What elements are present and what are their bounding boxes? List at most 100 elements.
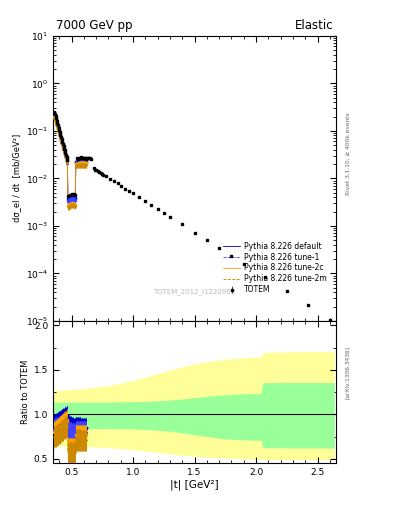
Pythia 8.226 default [69, 194, 73, 200]
Pythia 8.226 tune-2c [68, 201, 72, 207]
Pythia 8.226 tune-1 [81, 159, 86, 165]
Pythia 8.226 tune-2m [75, 162, 80, 168]
Pythia 8.226 default [64, 153, 68, 159]
Pythia 8.226 tune-1 [66, 197, 71, 203]
Pythia 8.226 tune-2c [67, 202, 72, 208]
Pythia 8.226 tune-1 [61, 143, 65, 149]
Pythia 8.226 tune-1 [77, 160, 82, 166]
Pythia 8.226 tune-1 [67, 197, 72, 203]
Pythia 8.226 tune-1 [64, 157, 69, 163]
Pythia 8.226 tune-1 [74, 160, 79, 166]
Pythia 8.226 default [66, 195, 71, 201]
Pythia 8.226 tune-1 [70, 196, 75, 202]
Pythia 8.226 tune-1 [78, 159, 83, 165]
Pythia 8.226 tune-1 [62, 150, 67, 156]
Pythia 8.226 tune-1 [77, 160, 81, 166]
Pythia 8.226 default [62, 148, 67, 155]
Pythia 8.226 tune-1 [84, 159, 89, 165]
Pythia 8.226 default [62, 146, 66, 152]
Pythia 8.226 tune-2c [80, 160, 85, 166]
Pythia 8.226 tune-1 [57, 129, 61, 135]
Pythia 8.226 default [80, 158, 85, 164]
Pythia 8.226 tune-2c [65, 158, 70, 164]
Pythia 8.226 default [78, 158, 83, 164]
Pythia 8.226 default [81, 158, 86, 164]
Pythia 8.226 default [68, 194, 73, 200]
Pythia 8.226 default [72, 195, 76, 201]
Pythia 8.226 tune-1 [73, 197, 77, 203]
Pythia 8.226 default [61, 141, 65, 147]
Pythia 8.226 default [56, 125, 61, 132]
Pythia 8.226 tune-2c [77, 161, 82, 167]
Pythia 8.226 tune-2c [62, 147, 66, 153]
Pythia 8.226 tune-2m [79, 162, 84, 168]
Pythia 8.226 tune-2c [72, 201, 76, 207]
Pythia 8.226 default [61, 144, 66, 150]
Pythia 8.226 tune-2c [61, 145, 66, 151]
Text: Rivet 3.1.10, ≥ 400k events: Rivet 3.1.10, ≥ 400k events [345, 112, 350, 195]
Pythia 8.226 tune-1 [79, 159, 84, 165]
Pythia 8.226 default [72, 195, 77, 201]
Pythia 8.226 tune-2c [59, 136, 63, 142]
Pythia 8.226 tune-2m [71, 202, 75, 208]
Pythia 8.226 tune-2c [68, 201, 73, 207]
Pythia 8.226 tune-2m [68, 203, 73, 209]
Pythia 8.226 tune-2c [71, 201, 75, 207]
Pythia 8.226 tune-2m [81, 162, 86, 168]
Pythia 8.226 default [59, 137, 64, 143]
Pythia 8.226 tune-2c [70, 201, 74, 207]
Pythia 8.226 tune-1 [64, 155, 68, 161]
Pythia 8.226 tune-2m [70, 202, 74, 208]
Pythia 8.226 tune-2m [77, 162, 82, 168]
Pythia 8.226 tune-2c [55, 125, 60, 131]
Pythia 8.226 tune-1 [66, 198, 70, 204]
Pythia 8.226 default [81, 158, 85, 164]
Pythia 8.226 default [54, 118, 59, 124]
Pythia 8.226 tune-2c [57, 129, 61, 135]
Pythia 8.226 default [68, 195, 72, 201]
Pythia 8.226 default [77, 159, 81, 165]
Pythia 8.226 tune-2m [66, 204, 71, 210]
Pythia 8.226 default [75, 159, 79, 165]
Pythia 8.226 tune-2c [52, 114, 57, 120]
Pythia 8.226 default [83, 158, 87, 164]
Pythia 8.226 default [79, 158, 84, 164]
Pythia 8.226 tune-2c [74, 161, 79, 167]
Pythia 8.226 tune-1 [60, 141, 64, 147]
Pythia 8.226 default [59, 135, 63, 141]
Pythia 8.226 tune-1 [73, 160, 78, 166]
Pythia 8.226 tune-1 [76, 160, 81, 166]
Pythia 8.226 default [57, 127, 61, 134]
Text: Elastic: Elastic [295, 18, 333, 32]
Pythia 8.226 tune-2c [84, 160, 89, 166]
Pythia 8.226 default [73, 196, 77, 202]
Pythia 8.226 tune-2c [53, 116, 57, 122]
Pythia 8.226 default [67, 195, 72, 201]
Pythia 8.226 tune-2m [68, 203, 72, 209]
Pythia 8.226 tune-2m [81, 162, 85, 168]
Pythia 8.226 tune-2m [59, 140, 64, 146]
Pythia 8.226 default [74, 159, 79, 165]
Pythia 8.226 tune-2c [82, 160, 87, 166]
Pythia 8.226 tune-1 [56, 126, 61, 133]
Pythia 8.226 tune-2c [79, 160, 84, 166]
Pythia 8.226 tune-2c [66, 202, 71, 208]
Pythia 8.226 tune-1 [83, 159, 88, 165]
Pythia 8.226 tune-2m [64, 158, 69, 164]
Pythia 8.226 tune-2m [58, 135, 62, 141]
Pythia 8.226 tune-2c [61, 143, 65, 149]
Pythia 8.226 tune-2c [78, 161, 83, 167]
Pythia 8.226 default [57, 130, 62, 136]
Pythia 8.226 tune-1 [52, 113, 57, 119]
Pythia 8.226 tune-2m [57, 131, 61, 137]
Pythia 8.226 tune-2c [56, 127, 61, 133]
Pythia 8.226 default [73, 159, 78, 165]
Pythia 8.226 tune-1 [70, 196, 74, 202]
Pythia 8.226 tune-1 [68, 196, 72, 202]
Pythia 8.226 tune-2c [77, 161, 81, 167]
Pythia 8.226 tune-1 [65, 160, 70, 166]
Pythia 8.226 tune-1 [75, 160, 79, 166]
Pythia 8.226 tune-2m [77, 162, 81, 168]
Pythia 8.226 tune-1 [57, 131, 62, 137]
Pythia 8.226 default [65, 158, 70, 164]
